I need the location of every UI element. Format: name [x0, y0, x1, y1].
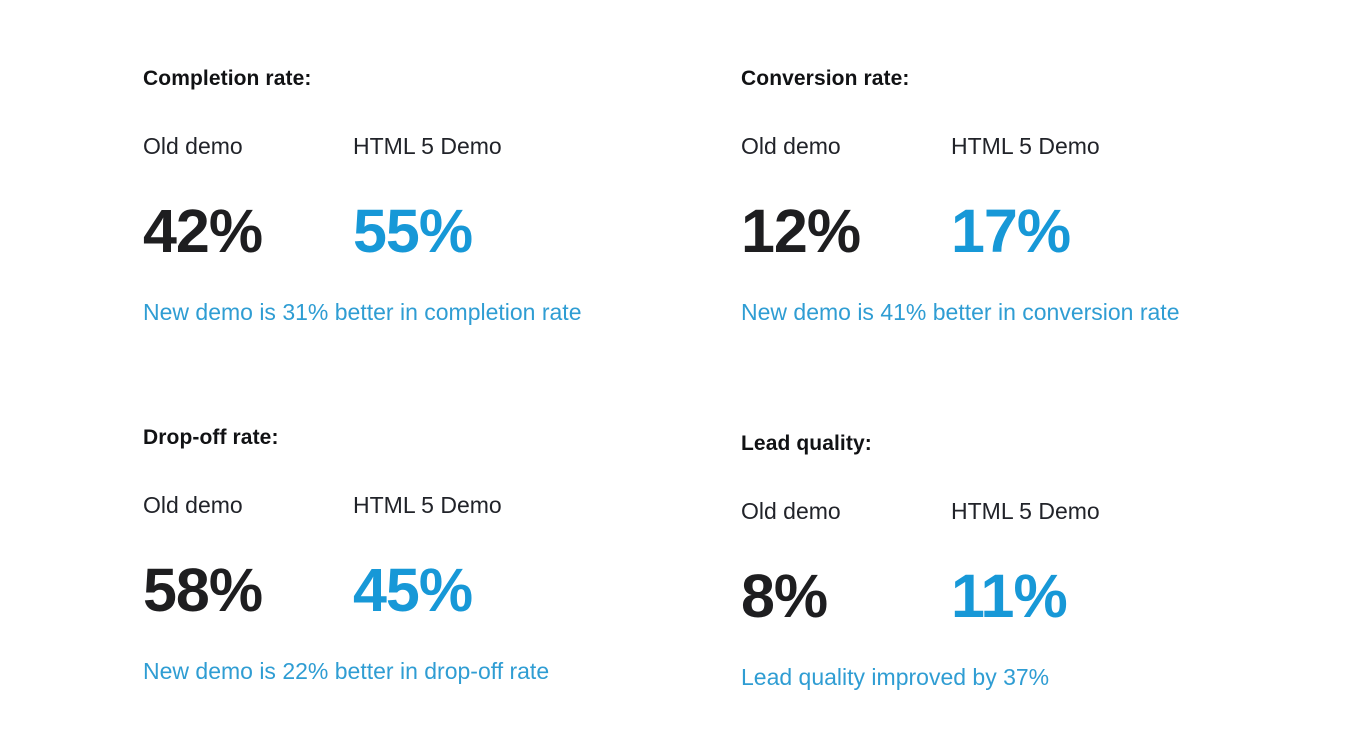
html5-demo-label: HTML 5 Demo [353, 492, 502, 519]
comparison-columns: Old demo 12% HTML 5 Demo 17% [741, 133, 1321, 265]
metric-title: Conversion rate: [741, 67, 910, 90]
old-demo-column: Old demo 8% [741, 498, 951, 630]
html5-demo-value: 11% [951, 561, 1068, 630]
metric-card-drop-off-rate: Drop-off rate: Old demo 58% HTML 5 Demo … [143, 425, 723, 684]
metric-title: Completion rate: [143, 67, 312, 90]
old-demo-value: 58% [143, 555, 263, 624]
comparison-columns: Old demo 42% HTML 5 Demo 55% [143, 133, 723, 265]
html5-demo-value: 55% [353, 196, 473, 265]
html5-demo-column: HTML 5 Demo 17% [951, 133, 1161, 265]
old-demo-column: Old demo 12% [741, 133, 951, 265]
old-demo-label: Old demo [741, 133, 841, 160]
metric-caption: Lead quality improved by 37% [741, 663, 1050, 690]
metric-caption: New demo is 31% better in completion rat… [143, 298, 582, 325]
html5-demo-label: HTML 5 Demo [951, 498, 1100, 525]
html5-demo-column: HTML 5 Demo 11% [951, 498, 1161, 630]
old-demo-value: 8% [741, 561, 828, 630]
comparison-columns: Old demo 58% HTML 5 Demo 45% [143, 492, 723, 624]
old-demo-value: 42% [143, 196, 263, 265]
html5-demo-value: 17% [951, 196, 1071, 265]
metric-title: Lead quality: [741, 432, 872, 455]
old-demo-label: Old demo [143, 492, 243, 519]
metric-caption: New demo is 22% better in drop-off rate [143, 657, 550, 684]
metric-card-completion-rate: Completion rate: Old demo 42% HTML 5 Dem… [143, 66, 723, 325]
old-demo-column: Old demo 58% [143, 492, 353, 624]
old-demo-value: 12% [741, 196, 861, 265]
old-demo-column: Old demo 42% [143, 133, 353, 265]
html5-demo-column: HTML 5 Demo 45% [353, 492, 563, 624]
html5-demo-label: HTML 5 Demo [951, 133, 1100, 160]
html5-demo-label: HTML 5 Demo [353, 133, 502, 160]
old-demo-label: Old demo [741, 498, 841, 525]
metric-caption: New demo is 41% better in conversion rat… [741, 298, 1180, 325]
comparison-columns: Old demo 8% HTML 5 Demo 11% [741, 498, 1321, 630]
old-demo-label: Old demo [143, 133, 243, 160]
html5-demo-value: 45% [353, 555, 473, 624]
metric-card-conversion-rate: Conversion rate: Old demo 12% HTML 5 Dem… [741, 66, 1321, 325]
html5-demo-column: HTML 5 Demo 55% [353, 133, 563, 265]
metric-title: Drop-off rate: [143, 426, 279, 449]
metric-card-lead-quality: Lead quality: Old demo 8% HTML 5 Demo 11… [741, 431, 1321, 690]
